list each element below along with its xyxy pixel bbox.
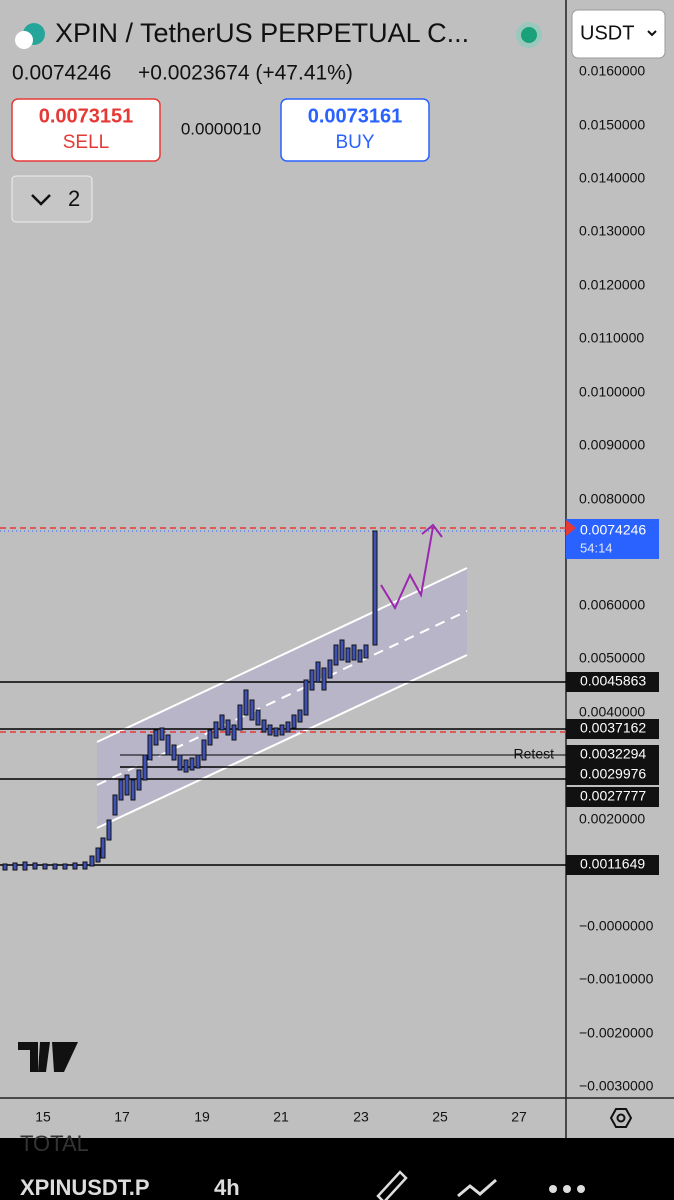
level-label: 0.0029976 [580,766,646,782]
annotation: Retest [514,746,555,762]
candles [2,530,378,871]
level-label-box [566,719,659,739]
sell-label[interactable]: SELL [63,132,109,153]
draw-icon[interactable] [376,1170,408,1200]
level-label-box [566,855,659,875]
price-tick-label: 0.0140000 [579,170,645,186]
chevron [31,194,51,206]
channel-line [96,567,468,743]
indicators-count[interactable]: 2 [68,186,80,211]
price-tick-label: 0.0160000 [579,63,645,79]
chevron [647,30,657,37]
current-price-box [566,519,659,559]
price-change: +0.0023674 (+47.41%) [138,62,353,85]
time-tick-label: 27 [511,1109,527,1125]
level-label: 0.0037162 [580,720,646,736]
channel-mid [96,610,468,786]
sell-button[interactable] [11,98,161,162]
tools-icon[interactable] [457,1178,497,1198]
price-tick-label: 0.0110000 [579,330,644,346]
time-tick-label: 21 [273,1109,289,1125]
level-label-box [566,765,659,785]
level-label-box [566,787,659,807]
price-tick-label: −0.0030000 [579,1078,654,1094]
currency-select[interactable] [571,9,666,59]
level-label: 0.0045863 [580,673,646,689]
channel-line [96,654,468,829]
projection-arrowhead [421,523,443,538]
countdown: 54:14 [580,540,613,555]
last-price: 0.0074246 [12,62,111,85]
time-tick-label: 25 [432,1109,448,1125]
price-tick-label: 0.0060000 [579,597,645,613]
settings-icon [616,1113,626,1123]
level-label-box [566,672,659,692]
price-tick-label: 0.0040000 [579,704,645,720]
current-price: 0.0074246 [580,522,646,538]
symbol[interactable]: XPINUSDT.P [20,1175,150,1200]
time-tick-label: 17 [114,1109,130,1125]
price-tick-label: 0.0050000 [579,650,645,666]
buy-price[interactable]: 0.0073161 [308,105,403,127]
indicator-name: TOTAL [20,1131,89,1156]
more-icon[interactable] [549,1185,585,1193]
projection-arrow [380,526,434,611]
price-tick-label: 0.0090000 [579,437,645,453]
price-tick-label: 0.0080000 [579,491,645,507]
price-tick-label: −0.0010000 [579,971,654,987]
time-tick-label: 15 [35,1109,51,1125]
symbol-icon [15,31,33,49]
price-tick-label: −0.0020000 [579,1025,654,1041]
level-label: 0.0032294 [580,746,646,762]
price-tick-label: 0.0120000 [579,277,645,293]
spread: 0.0000010 [181,119,261,138]
indicators-toggle[interactable] [11,175,93,223]
settings-icon[interactable] [609,1108,633,1128]
level-label: 0.0027777 [580,788,646,804]
time-tick-label: 23 [353,1109,369,1125]
price-tick-label: 0.0100000 [579,384,645,400]
price-tick-label: 0.0150000 [579,117,645,133]
level-label: 0.0011649 [580,856,645,872]
status [521,27,537,43]
tv-logo [18,1042,78,1072]
marker [566,520,576,536]
price-tick-label: −0.0000000 [579,918,654,934]
sell-price[interactable]: 0.0073151 [39,105,134,127]
buy-button[interactable] [280,98,430,162]
interval[interactable]: 4h [214,1175,240,1200]
buy-label[interactable]: BUY [335,132,374,153]
footer-bar [0,1138,674,1200]
price-tick-label: 0.0130000 [579,223,645,239]
currency[interactable]: USDT [580,22,634,44]
level-label-box [566,745,659,765]
time-tick-label: 19 [194,1109,210,1125]
price-tick-label: 0.0020000 [579,811,645,827]
symbol-title: XPIN / TetherUS PERPETUAL C... [55,18,469,48]
